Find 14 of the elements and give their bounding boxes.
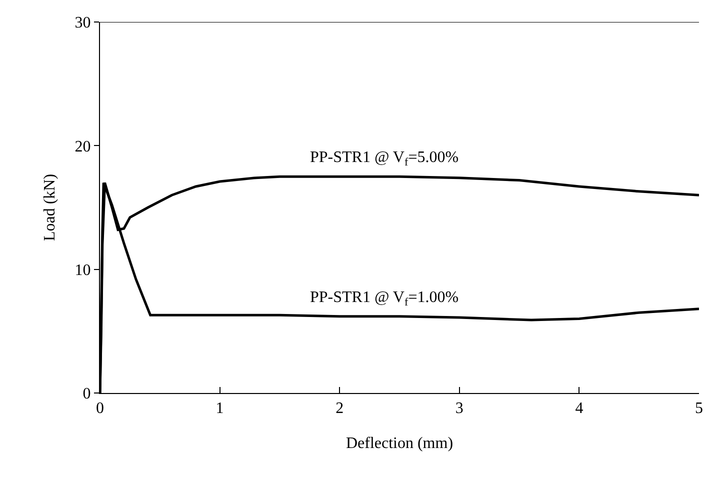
y-tick-label: 0 xyxy=(82,386,91,403)
x-axis-title: Deflection (mm) xyxy=(346,434,454,452)
series-label: PP-STR1 @ V$_{f}$=1.00% xyxy=(310,289,459,308)
y-tick-label: 10 xyxy=(74,262,91,279)
x-tick-label: 5 xyxy=(695,400,703,418)
x-tick-label: 3 xyxy=(455,400,464,418)
x-tick-label: 4 xyxy=(575,400,584,418)
x-tick-label: 1 xyxy=(216,400,224,418)
y-axis-title: Load (kN) xyxy=(42,174,59,242)
x-tick-label: 0 xyxy=(96,400,104,418)
series-label: PP-STR1 @ V$_{f}$=5.00% xyxy=(310,149,459,168)
x-tick-label: 2 xyxy=(336,400,344,418)
y-tick-label: 30 xyxy=(74,14,91,32)
y-tick-label: 20 xyxy=(74,138,91,156)
